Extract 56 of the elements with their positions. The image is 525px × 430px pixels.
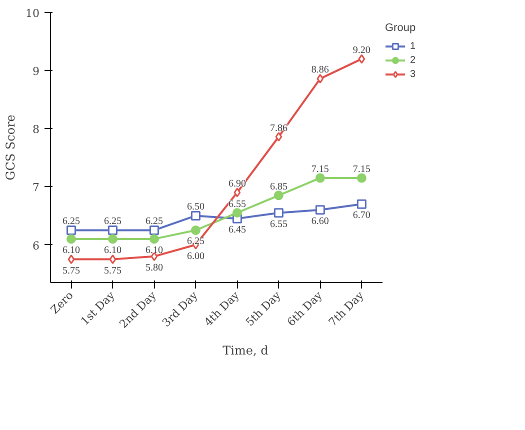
data-label: 6.25 bbox=[104, 216, 122, 228]
point bbox=[232, 208, 242, 218]
legend-label: 3 bbox=[410, 68, 417, 80]
point bbox=[108, 225, 118, 235]
data-label: 6.90 bbox=[228, 178, 246, 190]
data-label: 6.70 bbox=[352, 210, 370, 222]
data-label: 6.10 bbox=[62, 244, 80, 256]
y-tick-label: 7 bbox=[32, 181, 40, 194]
data-label: 6.25 bbox=[145, 216, 163, 228]
point bbox=[356, 199, 366, 209]
data-label: 6.55 bbox=[270, 218, 288, 230]
point bbox=[190, 226, 200, 235]
data-label: 6.45 bbox=[228, 224, 246, 236]
point bbox=[190, 210, 200, 220]
data-label: 6.55 bbox=[228, 198, 246, 210]
data-label: 6.10 bbox=[145, 244, 163, 256]
y-tick-label: 8 bbox=[32, 123, 40, 136]
legend-label: 2 bbox=[410, 54, 417, 66]
data-label: 7.86 bbox=[270, 122, 288, 134]
y-axis-title: GCS Score bbox=[4, 114, 18, 180]
data-label: 6.50 bbox=[186, 202, 204, 213]
data-label: 5.75 bbox=[62, 265, 80, 276]
data-label: 6.10 bbox=[104, 244, 122, 256]
point bbox=[275, 132, 282, 142]
data-label: 6.85 bbox=[270, 181, 288, 192]
point bbox=[356, 173, 366, 183]
data-label: 7.15 bbox=[311, 164, 329, 175]
point bbox=[315, 205, 325, 215]
data-label: 6.25 bbox=[62, 216, 80, 228]
data-label: 6.25 bbox=[186, 236, 204, 248]
point bbox=[68, 254, 75, 264]
point bbox=[108, 234, 118, 244]
data-label: 8.86 bbox=[311, 64, 329, 76]
point bbox=[149, 225, 159, 235]
point bbox=[66, 234, 76, 244]
point bbox=[358, 54, 366, 64]
data-label: 7.15 bbox=[352, 164, 370, 175]
point bbox=[149, 234, 159, 244]
data-label: 5.75 bbox=[104, 265, 122, 276]
data-label: 6.60 bbox=[311, 216, 329, 227]
data-label: 5.80 bbox=[145, 262, 163, 274]
x-axis-title: Time, d bbox=[222, 343, 269, 358]
point bbox=[316, 74, 324, 84]
point bbox=[274, 190, 284, 200]
y-tick-label: 10 bbox=[26, 7, 40, 20]
y-tick-label: 6 bbox=[32, 239, 40, 252]
point bbox=[274, 208, 284, 218]
legend-label: 1 bbox=[410, 40, 417, 52]
data-label: 9.20 bbox=[352, 44, 370, 56]
data-label: 6.00 bbox=[186, 250, 204, 262]
point bbox=[234, 188, 241, 198]
legend-title: Group bbox=[385, 22, 417, 34]
point bbox=[315, 173, 325, 183]
point bbox=[66, 225, 76, 235]
point bbox=[109, 254, 116, 264]
y-tick-label: 9 bbox=[32, 65, 40, 78]
